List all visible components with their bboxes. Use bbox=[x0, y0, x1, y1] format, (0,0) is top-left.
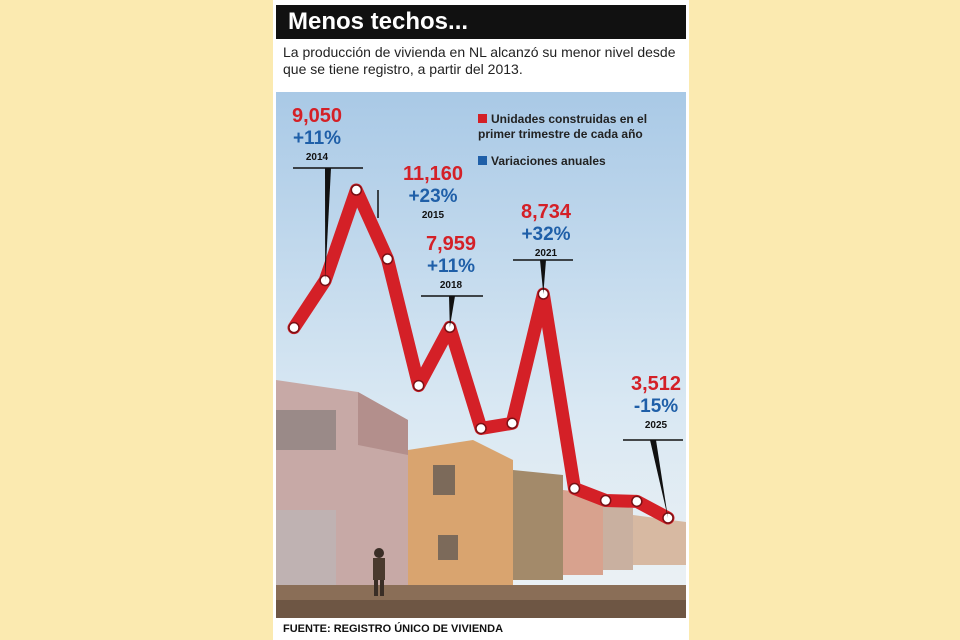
data-point-2015 bbox=[350, 184, 363, 196]
value-label-2021: 8,734 bbox=[521, 201, 572, 223]
legend-item-units: Unidades construidas en el primer trimes… bbox=[478, 112, 683, 142]
year-label-2021: 2021 bbox=[535, 248, 558, 259]
source-note: FUENTE: REGISTRO ÚNICO DE VIVIENDA bbox=[273, 618, 689, 640]
chart-title: Menos techos... bbox=[276, 5, 686, 39]
data-point-2013 bbox=[288, 321, 300, 334]
value-label-2018: 7,959 bbox=[426, 233, 476, 255]
legend-label-units: Unidades construidas en el primer trimes… bbox=[478, 112, 648, 141]
change-label-2015: +23% bbox=[408, 186, 457, 207]
change-label-2025: -15% bbox=[634, 396, 678, 417]
pointer-2018 bbox=[449, 296, 455, 328]
chart-subtitle: La producción de vivienda en NL alcanzó … bbox=[283, 44, 676, 77]
annotation-2025: 3,512-15% 2025 bbox=[623, 373, 683, 518]
data-point-2023 bbox=[599, 494, 612, 507]
change-label-2018: +11% bbox=[427, 256, 475, 277]
annotations: 9,050+11%201411,160+23%20157,959+11%2018… bbox=[292, 105, 683, 518]
year-label-2014: 2014 bbox=[306, 152, 329, 163]
annotation-2018: 7,959+11% 2018 bbox=[421, 233, 483, 328]
pointer-2025 bbox=[650, 440, 668, 518]
year-label-2025: 2025 bbox=[645, 420, 668, 431]
data-point-2024 bbox=[631, 495, 643, 508]
legend-swatch-red bbox=[478, 114, 487, 123]
value-label-2025: 3,512 bbox=[631, 373, 681, 395]
change-label-2014: +11% bbox=[293, 128, 341, 149]
year-label-2018: 2018 bbox=[440, 280, 463, 291]
data-point-2016 bbox=[381, 253, 394, 265]
pointer-2014 bbox=[325, 168, 331, 281]
infographic-card: 9,050 +11% 2014 11,160 +23% 2015 7,959 +11% 2018… bbox=[273, 0, 689, 640]
year-label-2015: 2015 bbox=[422, 210, 445, 221]
line-chart: 9,050+11%201411,160+23%20157,959+11%2018… bbox=[276, 92, 686, 618]
data-point-2020 bbox=[506, 417, 518, 430]
value-label-2015: 11,160 bbox=[403, 163, 463, 185]
legend-swatch-blue bbox=[478, 156, 487, 165]
houses-illustration bbox=[276, 380, 686, 618]
legend-label-changes: Variaciones anuales bbox=[491, 154, 606, 168]
data-point-2019 bbox=[475, 422, 487, 435]
legend-item-changes: Variaciones anuales bbox=[478, 154, 606, 169]
pointer-2021 bbox=[540, 260, 546, 295]
annotation-2015: 11,160+23% 2015 bbox=[377, 163, 463, 221]
data-point-2022 bbox=[568, 482, 581, 495]
change-label-2021: +32% bbox=[521, 224, 570, 245]
annotation-2014: 9,050+11% 2014 bbox=[292, 105, 363, 281]
value-label-2014: 9,050 bbox=[292, 105, 342, 127]
annotation-2021: 8,734+32% 2021 bbox=[513, 201, 573, 295]
data-point-2017 bbox=[412, 379, 425, 392]
